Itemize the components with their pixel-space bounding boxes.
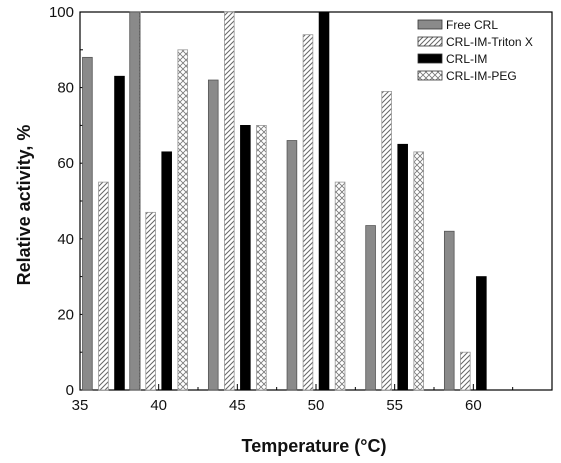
x-tick-label: 60: [465, 397, 482, 414]
y-tick-label: 60: [57, 155, 74, 172]
bar-crl-im: [240, 125, 251, 391]
x-tick-label: 45: [229, 397, 246, 414]
y-axis-title: Relative activity, %: [14, 125, 34, 286]
y-tick-label: 80: [57, 80, 74, 97]
legend-swatch: [417, 36, 443, 47]
bar-crl-im: [114, 75, 125, 391]
bar-crl-im: [161, 151, 172, 391]
x-tick-label: 50: [308, 397, 325, 414]
y-tick-label: 40: [57, 231, 74, 248]
legend-label: CRL-IM-PEG: [446, 69, 517, 83]
legend-label: CRL-IM-Triton X: [446, 35, 533, 49]
legend-label: CRL-IM: [446, 52, 487, 66]
x-tick-label: 35: [72, 397, 89, 414]
bar-crl-im-triton-x: [302, 34, 314, 391]
bar-free-crl: [82, 56, 93, 391]
bar-free-crl: [207, 79, 219, 391]
bar-free-crl: [286, 140, 298, 391]
bar-free-crl: [129, 11, 140, 391]
legend-swatch: [417, 19, 443, 30]
x-tick-label: 40: [150, 397, 167, 414]
bar-crl-im: [397, 143, 408, 391]
bar-free-crl: [443, 230, 455, 391]
x-tick-label: 55: [386, 397, 403, 414]
x-axis-title: Temperature (°C): [242, 436, 387, 456]
bar-crl-im: [318, 11, 330, 391]
bar-crl-im-triton-x: [460, 351, 471, 391]
y-tick-label: 100: [49, 4, 74, 21]
bar-crl-im-triton-x: [145, 211, 156, 391]
bar-crl-im-peg: [334, 181, 346, 391]
bar-crl-im-triton-x: [381, 90, 392, 391]
y-tick-label: 0: [66, 382, 74, 399]
legend-swatch: [417, 53, 443, 64]
bar-free-crl: [365, 225, 376, 391]
legend-swatch: [417, 70, 443, 81]
bar-crl-im: [476, 276, 487, 391]
y-tick-label: 20: [57, 306, 74, 323]
bar-crl-im-peg: [177, 49, 189, 391]
bar-crl-im-peg: [256, 125, 267, 391]
bar-crl-im-triton-x: [224, 11, 235, 391]
bar-crl-im-triton-x: [98, 181, 109, 391]
bar-crl-im-peg: [413, 151, 425, 391]
legend-label: Free CRL: [446, 18, 498, 32]
